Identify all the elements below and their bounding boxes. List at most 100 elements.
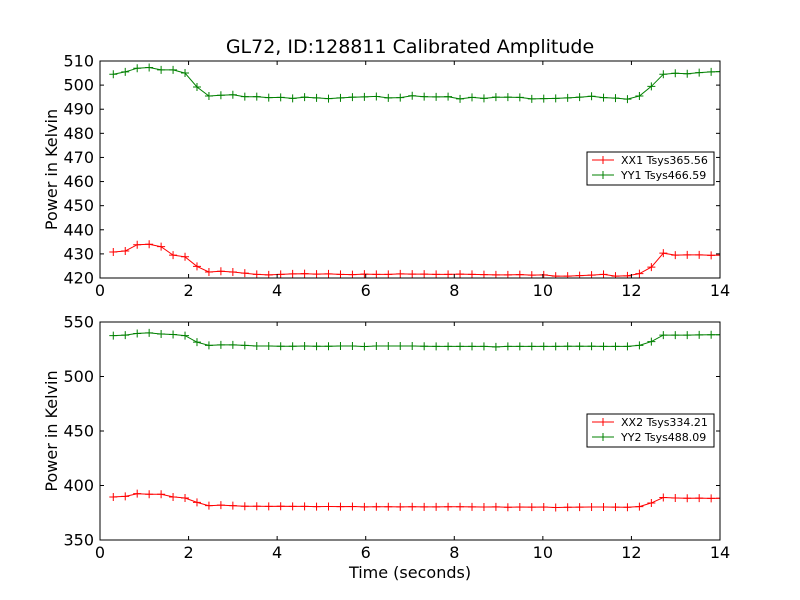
bottom-y-tick-label: 450: [63, 422, 94, 441]
top-series-0-point: [623, 271, 632, 278]
top-series-0-point: [683, 250, 692, 259]
top-series-1-point: [360, 92, 369, 101]
bottom-y-tick-label: 400: [63, 476, 94, 495]
bottom-series-0-point: [647, 498, 656, 507]
bottom-x-tick-label: 2: [183, 543, 193, 562]
top-series-1-point: [539, 94, 548, 103]
top-series-1-point: [575, 93, 584, 102]
top-series-0-point: [204, 267, 213, 276]
bottom-series-0-point: [300, 502, 309, 511]
top-series-0-point: [216, 267, 225, 276]
top-series-0-point: [551, 272, 560, 278]
top-series-0-point: [563, 272, 572, 278]
bottom-x-tick-label: 12: [621, 543, 641, 562]
bottom-series-0-point: [491, 502, 500, 511]
bottom-series-0-point: [432, 502, 441, 511]
bottom-series-1-point: [456, 342, 465, 351]
bottom-series-0-point: [551, 503, 560, 512]
bottom-series-0-point: [372, 502, 381, 511]
top-series-1-point: [264, 93, 273, 102]
top-series-0-point: [336, 270, 345, 278]
top-series-0-point: [348, 270, 357, 278]
bottom-series-1-point: [204, 341, 213, 350]
top-series-1-point: [348, 93, 357, 102]
bottom-series-0-point: [456, 502, 465, 511]
top-series-1-point: [324, 94, 333, 103]
bottom-series-0-point: [312, 502, 321, 511]
top-series-line-1: [113, 66, 720, 100]
top-series-0-point: [240, 269, 249, 278]
bottom-series-1-point: [623, 342, 632, 351]
top-series-0-point: [659, 249, 668, 258]
top-series-1-point: [683, 69, 692, 78]
bottom-panel: 0 2 4 6 8 10 12 14 350 400 450 500 550 Power in Kelvi…: [42, 313, 730, 583]
top-series-1-point: [252, 92, 261, 101]
bottom-legend-marker-1: [599, 433, 607, 441]
bottom-series-0-point: [671, 494, 680, 503]
bottom-series-0-point: [384, 502, 393, 511]
top-legend-label-1: YY1 Tsys466.59: [620, 169, 706, 182]
top-series-0-point: [228, 267, 237, 276]
top-series-1-point: [695, 68, 704, 77]
top-y-tick-label: 440: [63, 220, 94, 239]
top-x-tick-label: 4: [272, 281, 282, 300]
top-series-0-point: [695, 250, 704, 259]
bottom-x-tick-label: 10: [533, 543, 553, 562]
top-axes-frame: [99, 60, 721, 279]
bottom-series-0-point: [240, 502, 249, 511]
bottom-series-0-point: [479, 502, 488, 511]
top-series-1-point: [192, 83, 201, 92]
top-series-1-point: [599, 93, 608, 102]
bottom-series-1-point: [396, 341, 405, 350]
top-panel: 0 2 4 6 8 10 12 14 420 430 440 450 460 470 480 490 500 51…: [42, 52, 730, 301]
top-series-1-point: [707, 67, 716, 76]
bottom-series-1-point: [707, 330, 716, 339]
figure-title: GL72, ID:128811 Calibrated Amplitude: [226, 36, 594, 58]
top-series-1-point: [216, 91, 225, 100]
bottom-series-1-point: [360, 342, 369, 351]
top-series-1-point: [716, 67, 720, 76]
bottom-series-1-point: [444, 342, 453, 351]
bottom-series-0-point: [264, 502, 273, 511]
bottom-series-0-point: [468, 502, 476, 511]
bottom-series-1-point: [587, 342, 596, 351]
bottom-x-tick-label: 0: [95, 543, 105, 562]
top-series-1-point: [468, 93, 476, 102]
bottom-series-1-point: [109, 331, 118, 340]
top-series-0-point: [432, 270, 441, 278]
top-legend: XX1 Tsys365.56 YY1 Tsys466.59: [586, 151, 715, 186]
bottom-series-0-point: [109, 492, 118, 501]
bottom-series-0-point: [360, 502, 369, 511]
bottom-series-0-point: [169, 492, 178, 501]
bottom-series-0-point: [181, 494, 190, 503]
bottom-series-0-point: [288, 502, 297, 511]
bottom-series-0-point: [707, 494, 716, 503]
top-series-0-point: [312, 270, 321, 278]
top-series-line-0: [113, 243, 720, 277]
top-series-1-point: [611, 94, 620, 103]
bottom-series-1-point: [133, 329, 142, 338]
bottom-legend-label-1: YY2 Tsys488.09: [620, 431, 706, 444]
top-series-0-point: [384, 270, 393, 278]
bottom-series-1-point: [468, 342, 476, 351]
bottom-series-0-point: [563, 503, 572, 512]
bottom-series-1-point: [336, 341, 345, 350]
top-series-1-point: [109, 70, 118, 79]
bottom-plot-area: [109, 328, 720, 512]
bottom-series-0-point: [527, 503, 536, 512]
bottom-x-tick-label: 14: [710, 543, 730, 562]
bottom-legend-marker-0: [599, 418, 607, 426]
bottom-series-1-point: [372, 341, 381, 350]
top-series-0-point: [288, 269, 297, 278]
top-x-tick-label: 2: [183, 281, 193, 300]
top-legend-marker-0: [599, 156, 607, 164]
top-series-1-point: [647, 82, 656, 91]
bottom-series-1-point: [671, 331, 680, 340]
top-series-0-point: [444, 270, 453, 278]
bottom-series-1-point: [551, 342, 560, 351]
bottom-series-1-point: [563, 342, 572, 351]
bottom-series-line-1: [113, 332, 720, 348]
top-series-1-point: [456, 94, 465, 103]
bottom-series-0-point: [157, 490, 166, 499]
top-series-0-point: [671, 251, 680, 260]
